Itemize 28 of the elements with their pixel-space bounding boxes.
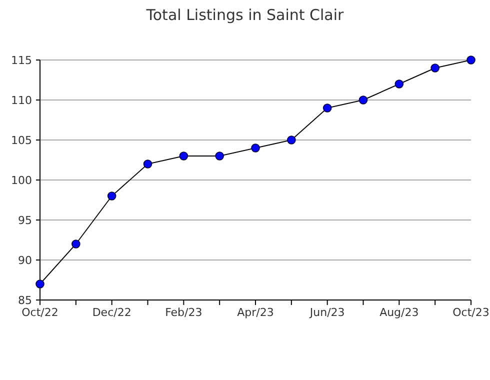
y-tick-label: 90	[18, 254, 32, 267]
point	[36, 280, 44, 288]
point	[72, 240, 80, 248]
point	[143, 160, 152, 168]
x-tick-label: Feb/23	[165, 306, 202, 319]
x-tick-label: Dec/22	[92, 306, 132, 319]
x-tick-label: Oct/23	[452, 306, 490, 319]
point	[394, 80, 404, 88]
point	[466, 56, 476, 64]
y-tick-label: 100	[11, 174, 32, 187]
y-tick-label: 115	[11, 54, 32, 67]
point	[322, 104, 332, 112]
point	[251, 144, 260, 152]
x-tick-label: Apr/23	[237, 306, 274, 319]
point	[287, 136, 296, 144]
y-tick-label: 95	[18, 214, 32, 227]
point	[215, 152, 224, 160]
x-tick-label: Aug/23	[380, 306, 419, 319]
y-tick-label: 85	[18, 294, 32, 307]
point	[107, 192, 116, 200]
x-tick-label: Oct/22	[22, 306, 58, 319]
y-tick-label: 110	[11, 94, 32, 107]
x-tick-label: Jun/23	[308, 306, 345, 319]
point	[430, 64, 440, 72]
point	[179, 152, 188, 160]
y-tick-label: 105	[11, 134, 32, 147]
chart-title: Total Listings in Saint Clair	[145, 6, 345, 24]
point	[358, 96, 368, 104]
